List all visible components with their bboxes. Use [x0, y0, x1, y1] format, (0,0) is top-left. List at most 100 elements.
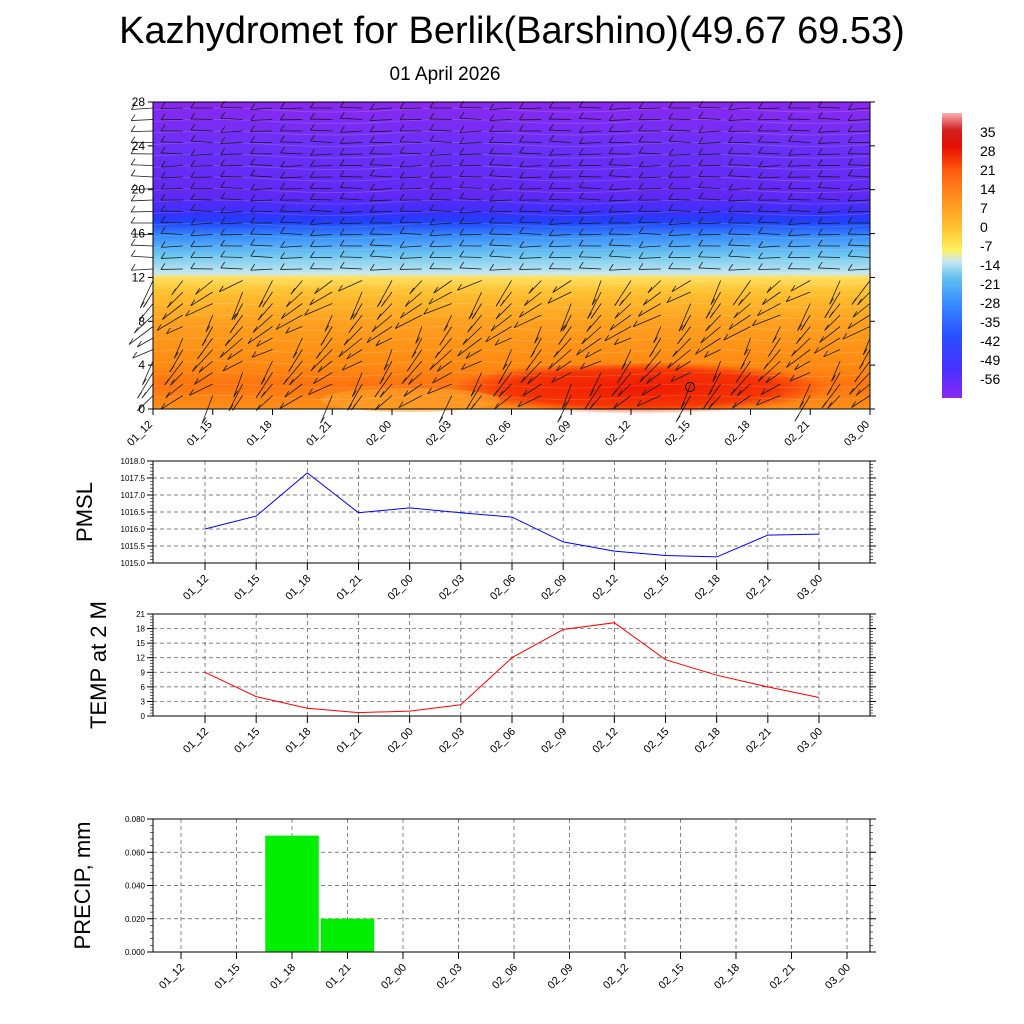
wind-barb-flag [383, 363, 389, 371]
wind-barb-flag [578, 217, 584, 224]
wind-barb [609, 268, 632, 271]
wind-barb-flag [284, 391, 290, 398]
heatmap-contour [152, 360, 871, 366]
wind-barb-flag [668, 101, 674, 109]
wind-barb-flag [728, 238, 733, 246]
wind-barb-flag [250, 205, 255, 213]
wind-barb-flag [851, 298, 857, 305]
heatmap-contour [152, 153, 871, 159]
wind-barb [222, 360, 243, 372]
wind-barb-flag [852, 311, 858, 318]
wind-barb [698, 117, 721, 120]
wind-barb [220, 106, 243, 109]
wind-barb [614, 303, 632, 319]
wind-barb [379, 383, 393, 398]
heatmap-contour [152, 130, 871, 136]
wind-barb [585, 349, 602, 359]
wind-barb [340, 211, 363, 214]
wind-barb-flag [672, 350, 678, 357]
wind-barb-flag [788, 229, 793, 236]
wind-barb [668, 234, 691, 236]
wind-barb [429, 198, 452, 201]
wind-barb-flag [817, 148, 823, 155]
wind-barb [489, 164, 512, 166]
wind-barb [429, 245, 452, 248]
wind-barb-flag [548, 362, 553, 370]
wind-barb [131, 199, 154, 202]
wind-barb-flag [733, 311, 739, 319]
colorbar-label: 28 [980, 143, 996, 159]
wind-barb-flag [489, 114, 494, 121]
wind-barb-flag [551, 376, 556, 383]
wind-barb [728, 188, 751, 191]
colorbar-label: 21 [980, 162, 996, 178]
heatmap-contour [152, 199, 871, 205]
wind-barb [758, 176, 781, 179]
wind-barb-flag [190, 182, 196, 189]
wind-barb-flag [608, 125, 614, 132]
wind-barb-flag [399, 311, 405, 319]
wind-barb-flag [340, 112, 345, 119]
wind-barb [763, 349, 781, 370]
wind-barb [340, 267, 363, 270]
wind-barb [698, 130, 721, 133]
wind-barb [848, 107, 871, 110]
wind-barb-flag [133, 326, 139, 334]
wind-barb [790, 280, 811, 292]
wind-barb [772, 326, 781, 343]
wind-barb [160, 141, 183, 143]
wind-barb [468, 291, 482, 320]
wind-barb [579, 267, 602, 270]
heatmap-contour [152, 314, 871, 320]
wind-barb-flag [824, 324, 829, 331]
wind-barb-flag [744, 348, 749, 356]
wind-barb-flag [399, 182, 405, 190]
wind-barb-flag [787, 262, 793, 269]
wind-barb [310, 222, 333, 225]
wind-barb-flag [553, 351, 559, 358]
wind-barb [371, 314, 393, 333]
wind-barb-flag [220, 261, 226, 269]
temp-x-tick-label: 02_03 [437, 726, 467, 756]
wind-barb-flag [548, 182, 554, 189]
wind-barb-flag [160, 193, 166, 201]
wind-barb-flag [490, 324, 496, 332]
wind-barb [280, 257, 303, 259]
wind-barb [794, 360, 811, 371]
wind-barb-flag [399, 227, 405, 234]
wind-barb-flag [369, 169, 375, 176]
wind-barb-flag [250, 114, 255, 121]
wind-barb [228, 383, 243, 411]
wind-barb [517, 395, 542, 408]
wind-barb-flag [369, 227, 375, 235]
wind-barb-flag [190, 251, 196, 258]
wind-barb [579, 142, 602, 144]
wind-barb [433, 280, 452, 294]
wind-barb-flag [589, 389, 595, 397]
wind-barb [818, 222, 841, 225]
wind-barb-flag [787, 251, 793, 258]
wind-barb-flag [369, 249, 375, 257]
wind-barb [613, 395, 632, 410]
wind-barb [494, 395, 512, 410]
wind-barb-flag [289, 378, 294, 386]
wind-barb [489, 107, 512, 110]
wind-barb-flag [280, 216, 285, 223]
wind-barb-flag [611, 389, 617, 397]
wind-barb [638, 188, 661, 190]
wind-barb-flag [262, 300, 267, 308]
wind-barb [370, 188, 393, 191]
wind-barb-flag [130, 183, 136, 191]
wind-barb [614, 337, 632, 346]
wind-barb [818, 142, 841, 144]
wind-barb-flag [636, 399, 642, 407]
wind-barb-flag [443, 324, 449, 332]
colorbar-label: -56 [980, 371, 1000, 387]
wind-barb-flag [489, 216, 494, 224]
wind-barb-flag [519, 135, 524, 143]
wind-barb-flag [250, 216, 255, 224]
wind-barb-flag [621, 363, 627, 370]
wind-barb-flag [519, 102, 524, 109]
wind-barb [250, 244, 273, 247]
wind-barb-flag [352, 312, 358, 320]
